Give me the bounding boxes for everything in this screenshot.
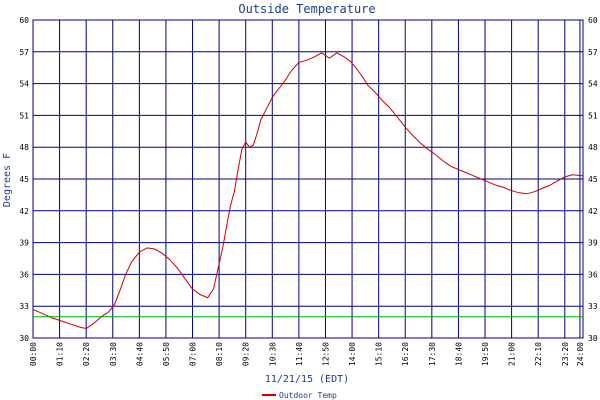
y-tick-label-right: 39 — [588, 239, 598, 248]
y-tick-label-left: 36 — [19, 270, 29, 279]
x-tick-label: 10:30 — [268, 342, 277, 366]
x-tick-label: 22:10 — [534, 342, 543, 366]
y-tick-label-right: 30 — [588, 334, 598, 343]
y-tick-label-left: 39 — [19, 239, 29, 248]
y-tick-label-right: 45 — [588, 175, 598, 184]
x-tick-label: 18:40 — [454, 342, 463, 366]
y-tick-label-left: 33 — [19, 302, 29, 311]
y-tick-label-left: 48 — [19, 143, 29, 152]
x-tick-label: 02:20 — [82, 342, 91, 366]
plot-frame — [32, 19, 584, 339]
x-tick-label: 01:10 — [56, 342, 65, 366]
y-tick-label-right: 51 — [588, 111, 598, 120]
y-tick-label-right: 60 — [588, 16, 598, 25]
x-tick-label: 23:20 — [561, 342, 570, 366]
y-axis-title: Degrees F — [2, 153, 13, 207]
x-tick-label: 16:20 — [401, 342, 410, 366]
x-tick-label: 04:40 — [135, 342, 144, 366]
data-layer — [32, 52, 584, 330]
y-tick-label-left: 30 — [19, 334, 29, 343]
y-tick-label-right: 54 — [588, 80, 598, 89]
x-tick-label: 15:10 — [375, 342, 384, 366]
y-tick-label-left: 42 — [19, 207, 29, 216]
x-axis-title: 11/21/15 (EDT) — [265, 374, 349, 385]
y-tick-label-right: 36 — [588, 270, 598, 279]
y-tick-label-left: 45 — [19, 175, 29, 184]
y-tick-label-right: 42 — [588, 207, 598, 216]
y-tick-label-left: 60 — [19, 16, 29, 25]
tick-layer: 30 33 36 39 42 45 48 51 54 57 60 30 33 36 39 42 45 48 51 54… — [19, 16, 597, 366]
x-tick-label: 19:50 — [481, 342, 490, 366]
legend-label: Outdoor Temp — [279, 391, 337, 400]
legend: Outdoor Temp — [262, 391, 337, 400]
chart-title: Outside Temperature — [238, 2, 375, 16]
x-tick-label: 09:20 — [242, 342, 251, 366]
x-tick-label: 17:30 — [428, 342, 437, 366]
x-tick-label: 12:50 — [321, 342, 330, 366]
x-tick-label: 08:10 — [215, 342, 224, 366]
x-tick-label: 05:50 — [162, 342, 171, 366]
x-tick-label: 21:00 — [508, 342, 517, 366]
x-tick-label: 03:30 — [109, 342, 118, 366]
y-tick-label-left: 57 — [19, 48, 29, 57]
y-tick-label-right: 57 — [588, 48, 598, 57]
y-tick-label-right: 33 — [588, 302, 598, 311]
x-tick-label: 07:00 — [189, 342, 198, 366]
grid-layer — [32, 19, 584, 339]
y-tick-label-left: 51 — [19, 111, 29, 120]
x-tick-label: 24:00 — [576, 342, 585, 366]
outdoor-temp-line — [32, 52, 584, 330]
y-tick-label-left: 54 — [19, 80, 29, 89]
x-tick-label: 00:00 — [29, 342, 38, 366]
y-tick-label-right: 48 — [588, 143, 598, 152]
x-tick-label: 14:00 — [348, 342, 357, 366]
x-tick-label: 11:40 — [295, 342, 304, 366]
